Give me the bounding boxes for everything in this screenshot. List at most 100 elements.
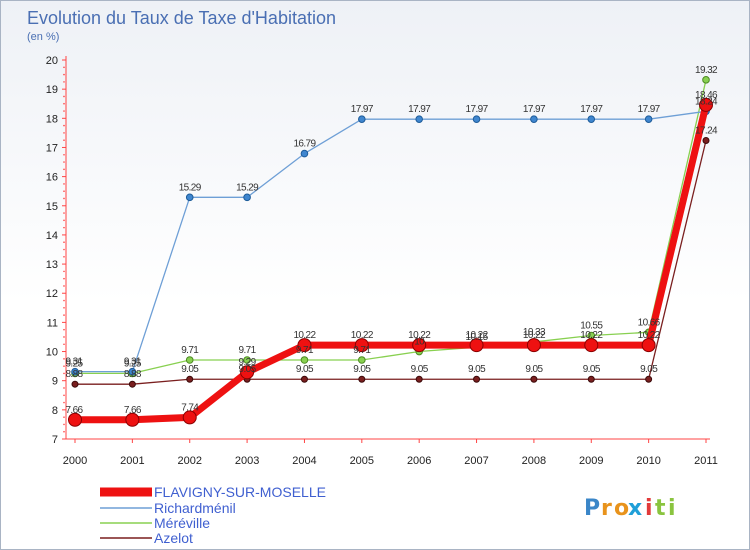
data-label-richardmenil: 17.97 bbox=[638, 104, 661, 115]
logo-letter: i bbox=[668, 496, 676, 521]
data-label-richardmenil: 9.31 bbox=[65, 357, 83, 368]
y-minor-tick bbox=[63, 314, 65, 316]
data-label-flavigny-sur-moselle: 18.46 bbox=[695, 90, 718, 101]
data-point-azelot bbox=[128, 380, 136, 388]
data-point-flavigny-sur-moselle bbox=[125, 412, 140, 427]
data-label-mereville: 9.71 bbox=[353, 345, 371, 356]
y-tick-label: 11 bbox=[47, 317, 58, 329]
data-point-azelot bbox=[358, 375, 366, 383]
data-labels: 8.88 8.88 9.05 9.05 9.05 9.05 9.05 9.05 9.05 9.05… bbox=[65, 65, 718, 416]
x-tick-label: 2009 bbox=[579, 455, 603, 467]
data-label-richardmenil: 15.29 bbox=[179, 182, 202, 193]
data-label-richardmenil: 16.79 bbox=[293, 139, 316, 150]
data-point-richardmenil bbox=[530, 115, 538, 123]
logo-letter: o bbox=[614, 496, 629, 521]
y-tick-label: 10 bbox=[46, 347, 58, 359]
data-point-mereville bbox=[243, 356, 251, 364]
data-label-azelot: 9.05 bbox=[181, 364, 199, 375]
data-label-richardmenil: 17.97 bbox=[580, 104, 603, 115]
data-point-richardmenil bbox=[71, 367, 79, 376]
data-label-richardmenil: 17.97 bbox=[466, 104, 489, 115]
y-minor-tick bbox=[63, 387, 65, 389]
data-label-mereville: 9.71 bbox=[181, 345, 199, 356]
series-layer bbox=[68, 76, 713, 427]
data-point-flavigny-sur-moselle bbox=[354, 338, 369, 353]
logo-letter: x bbox=[628, 496, 642, 521]
data-point-mereville bbox=[185, 356, 194, 364]
y-minor-tick bbox=[63, 139, 65, 141]
y-tick-label: 7 bbox=[52, 434, 58, 446]
data-point-azelot bbox=[186, 375, 194, 383]
chart-subtitle: (en %) bbox=[27, 31, 59, 43]
legend: FLAVIGNY-SUR-MOSELLERichardménilMérévill… bbox=[100, 484, 326, 546]
y-minor-tick bbox=[63, 66, 65, 69]
data-label-azelot: 9.05 bbox=[640, 364, 658, 375]
data-point-richardmenil bbox=[185, 193, 194, 202]
axes: 7 8 9 10 11 12 13 14 15 16 17 18 19 20 2000 2001 2002 200… bbox=[46, 55, 718, 467]
y-tick-label: 19 bbox=[46, 84, 58, 96]
series-line-flavigny-sur-moselle bbox=[75, 104, 710, 424]
y-tick-label: 20 bbox=[46, 55, 58, 67]
y-minor-tick bbox=[63, 168, 65, 171]
data-point-azelot bbox=[645, 375, 653, 383]
y-minor-tick bbox=[63, 81, 65, 83]
data-point-flavigny-sur-moselle bbox=[182, 410, 197, 425]
y-minor-tick bbox=[63, 197, 65, 200]
y-minor-tick bbox=[63, 343, 65, 346]
data-label-azelot: 9.05 bbox=[411, 364, 429, 375]
y-minor-tick bbox=[63, 423, 65, 426]
x-tick-label: 2006 bbox=[407, 455, 431, 467]
data-point-richardmenil bbox=[415, 115, 423, 123]
legend-label-mereville: Méréville bbox=[154, 515, 210, 531]
data-label-mereville: 9.25 bbox=[65, 358, 83, 369]
legend-label-richardmenil: Richardménil bbox=[154, 500, 236, 516]
data-point-flavigny-sur-moselle bbox=[699, 97, 713, 112]
data-point-richardmenil bbox=[300, 149, 309, 158]
y-tick-label: 18 bbox=[46, 113, 58, 125]
logo-letter: r bbox=[601, 496, 612, 521]
data-label-flavigny-sur-moselle: 7.66 bbox=[124, 405, 142, 416]
data-label-azelot: 9.05 bbox=[239, 364, 257, 375]
y-minor-tick bbox=[63, 132, 65, 134]
y-minor-tick bbox=[63, 372, 65, 375]
data-point-azelot bbox=[587, 375, 595, 383]
y-minor-tick bbox=[63, 124, 65, 127]
y-minor-tick bbox=[63, 248, 65, 251]
data-label-flavigny-sur-moselle: 10.22 bbox=[638, 330, 661, 341]
logo-letter: t bbox=[655, 496, 666, 521]
data-label-mereville: 10.15 bbox=[466, 332, 489, 343]
data-point-flavigny-sur-moselle bbox=[240, 365, 255, 380]
logo-letter: i bbox=[645, 496, 653, 521]
data-label-mereville: 9.71 bbox=[239, 345, 257, 356]
data-label-richardmenil: 18.24 bbox=[695, 96, 718, 107]
legend-label-azelot: Azelot bbox=[154, 530, 193, 546]
data-point-flavigny-sur-moselle bbox=[68, 412, 82, 427]
y-minor-tick bbox=[63, 153, 65, 156]
data-label-richardmenil: 15.29 bbox=[236, 182, 259, 193]
y-minor-tick bbox=[63, 241, 65, 244]
x-tick-label: 2003 bbox=[235, 455, 259, 467]
y-tick-label: 9 bbox=[52, 376, 58, 388]
data-label-richardmenil: 9.31 bbox=[124, 357, 142, 368]
data-label-flavigny-sur-moselle: 10.22 bbox=[408, 330, 431, 341]
data-label-azelot: 9.05 bbox=[583, 364, 601, 375]
data-point-mereville bbox=[300, 356, 309, 364]
data-label-flavigny-sur-moselle: 10.22 bbox=[351, 330, 374, 341]
y-minor-tick bbox=[63, 212, 65, 214]
data-point-flavigny-sur-moselle bbox=[526, 338, 541, 353]
data-point-richardmenil bbox=[472, 115, 481, 123]
x-tick-label: 2002 bbox=[177, 455, 201, 467]
y-minor-tick bbox=[63, 270, 65, 273]
x-tick-label: 2005 bbox=[350, 455, 374, 467]
data-point-flavigny-sur-moselle bbox=[584, 338, 599, 353]
y-tick-label: 13 bbox=[46, 259, 58, 271]
series-line-mereville bbox=[75, 79, 707, 375]
data-point-richardmenil bbox=[358, 115, 366, 123]
data-label-mereville: 10.66 bbox=[638, 317, 661, 328]
data-point-azelot bbox=[300, 375, 308, 383]
data-point-richardmenil bbox=[128, 367, 137, 376]
x-tick-label: 2001 bbox=[120, 455, 144, 467]
y-minor-tick bbox=[63, 277, 65, 280]
